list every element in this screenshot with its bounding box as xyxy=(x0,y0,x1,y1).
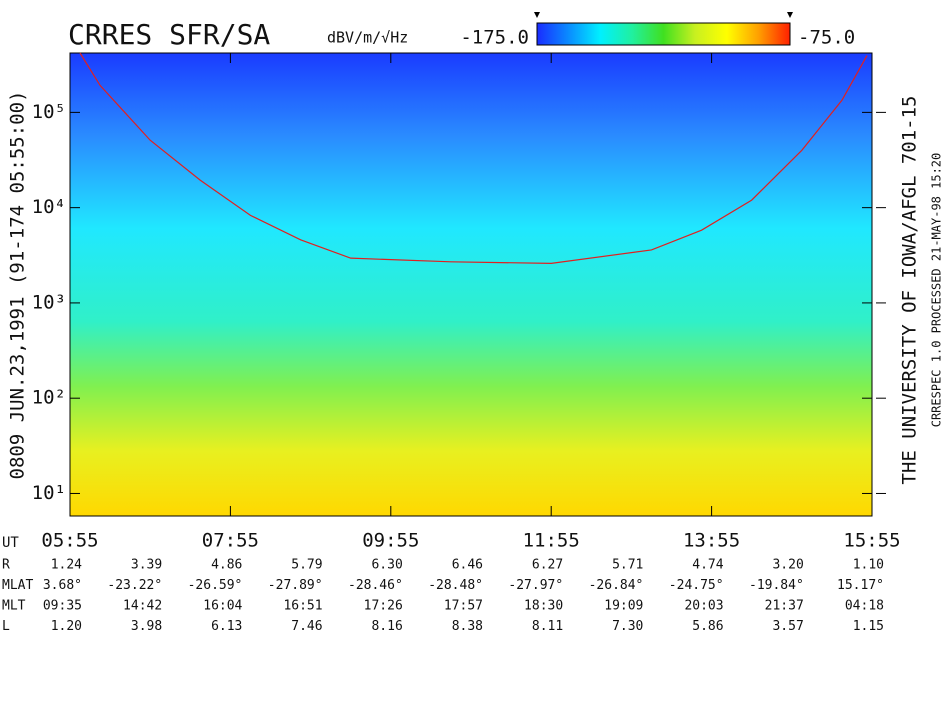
x-tick-label: 07:55 xyxy=(202,530,259,552)
table-cell: 17:57 xyxy=(444,599,483,614)
left-label: 0809 JUN.23,1991 (91-174 05:55:00) xyxy=(7,91,29,480)
table-cell: 16:04 xyxy=(203,599,242,614)
table-row-label: L xyxy=(2,619,10,634)
table-cell: 8.38 xyxy=(452,619,483,634)
table-cell: 14:42 xyxy=(123,599,162,614)
table-cell: 19:09 xyxy=(604,599,643,614)
y-tick-label: 10¹ xyxy=(32,482,66,504)
table-cell: 18:30 xyxy=(524,599,563,614)
table-cell: -27.97° xyxy=(508,578,563,593)
table-cell: -19.84° xyxy=(749,578,804,593)
cutoff-line xyxy=(79,52,868,264)
table-row-label: R xyxy=(2,558,10,573)
table-cell: -26.59° xyxy=(188,578,243,593)
table-cell: 6.13 xyxy=(211,619,242,634)
table-cell: -26.84° xyxy=(589,578,644,593)
table-cell: 4.74 xyxy=(692,558,723,573)
table-cell: -28.46° xyxy=(348,578,403,593)
x-tick-label: 13:55 xyxy=(683,530,740,552)
x-tick-label: 11:55 xyxy=(523,530,580,552)
table-cell: 4.86 xyxy=(211,558,242,573)
colorbar-tick xyxy=(534,12,540,18)
table-cell: 3.39 xyxy=(131,558,162,573)
y-tick-label: 10³ xyxy=(32,291,66,313)
table-cell: -27.89° xyxy=(268,578,323,593)
table-cell: 7.30 xyxy=(612,619,643,634)
plot-frame xyxy=(69,52,873,517)
table-cell: 1.15 xyxy=(853,619,884,634)
y-tick-label: 10⁵ xyxy=(32,101,66,123)
x-tick-label: 09:55 xyxy=(362,530,419,552)
table-cell: 8.16 xyxy=(371,619,402,634)
table-cell: 6.27 xyxy=(532,558,563,573)
table-cell: 5.86 xyxy=(692,619,723,634)
colorbar-tick-label: -175.0 xyxy=(460,27,529,49)
y-tick-label: 10⁴ xyxy=(32,196,66,218)
table-cell: 1.24 xyxy=(51,558,82,573)
table-cell: 6.30 xyxy=(371,558,402,573)
table-row-label: MLAT xyxy=(2,578,33,593)
colorbar-label: dBV/m/√Hz xyxy=(327,29,408,47)
table-cell: 8.11 xyxy=(532,619,563,634)
table-cell: 3.20 xyxy=(772,558,803,573)
table-cell: 1.10 xyxy=(853,558,884,573)
table-cell: 7.46 xyxy=(291,619,322,634)
x-tick-label: 05:55 xyxy=(41,530,98,552)
x-axis-label: UT xyxy=(2,535,19,551)
right-sublabel: CRRESPEC 1.0 PROCESSED 21-MAY-98 15:20 xyxy=(930,153,944,428)
table-cell: -24.75° xyxy=(669,578,724,593)
table-cell: 20:03 xyxy=(684,599,723,614)
table-cell: -28.48° xyxy=(428,578,483,593)
y-tick-label: 10² xyxy=(32,387,66,409)
spectrogram-field xyxy=(70,53,872,516)
table-cell: 21:37 xyxy=(765,599,804,614)
colorbar-tick-label: -75.0 xyxy=(798,27,855,49)
table-cell: -23.22° xyxy=(107,578,162,593)
table-cell: 1.20 xyxy=(51,619,82,634)
x-tick-label: 15:55 xyxy=(843,530,900,552)
right-label: THE UNIVERSITY OF IOWA/AFGL 701-15 xyxy=(899,96,921,485)
table-row-label: MLT xyxy=(2,599,26,614)
table-cell: 5.79 xyxy=(291,558,322,573)
colorbar-tick xyxy=(787,12,793,18)
table-cell: 3.68° xyxy=(43,578,82,593)
table-cell: 5.71 xyxy=(612,558,643,573)
table-cell: 3.98 xyxy=(131,619,162,634)
table-cell: 3.57 xyxy=(772,619,803,634)
table-cell: 04:18 xyxy=(845,599,884,614)
table-cell: 6.46 xyxy=(452,558,483,573)
table-cell: 17:26 xyxy=(364,599,403,614)
colorbar xyxy=(536,22,791,46)
chart-title: CRRES SFR/SA xyxy=(68,18,270,51)
table-cell: 09:35 xyxy=(43,599,82,614)
table-cell: 16:51 xyxy=(283,599,322,614)
table-cell: 15.17° xyxy=(837,578,884,593)
